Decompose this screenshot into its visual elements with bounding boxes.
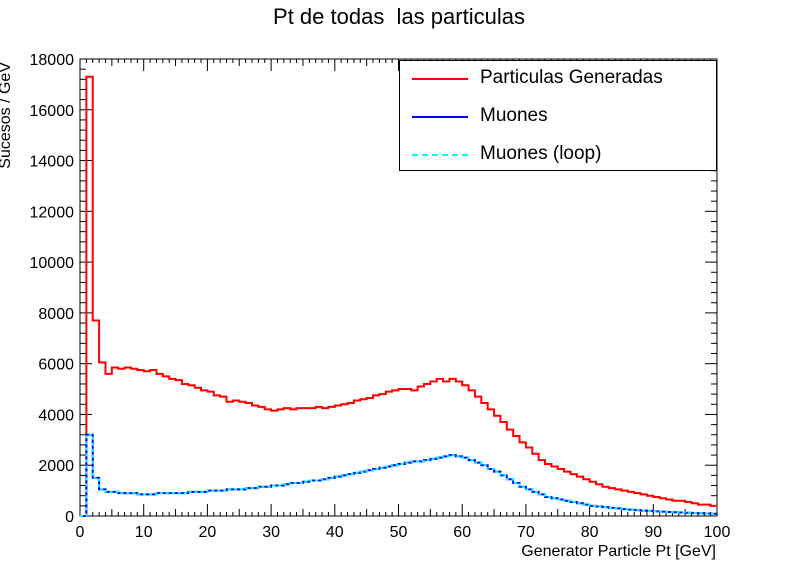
x-tick-label: 40: [326, 524, 344, 541]
x-tick-label: 20: [199, 524, 217, 541]
legend-label: Particulas Generadas: [480, 67, 663, 88]
x-tick-label: 90: [644, 524, 662, 541]
series-lines: [80, 75, 717, 517]
y-tick-label: 12000: [30, 204, 75, 221]
tick-marks: 0 10 20 30 40 50 60 70 80 90 100 0 2000 4000 6000 8000 1…: [30, 52, 731, 541]
y-tick-label: 0: [65, 509, 74, 526]
legend-swatch-generadas: [412, 78, 468, 80]
legend-item: Muones (loop): [400, 139, 716, 169]
legend-label: Muones (loop): [480, 143, 602, 164]
x-axis-label: Generator Particle Pt [GeV]: [521, 543, 716, 560]
y-tick-label: 18000: [30, 52, 75, 69]
legend-item: Muones: [400, 101, 716, 131]
x-tick-label: 60: [453, 524, 471, 541]
series-line-1: [80, 433, 717, 517]
y-tick-label: 4000: [38, 407, 74, 424]
x-tick-label: 10: [135, 524, 153, 541]
chart-title: Pt de todas las particulas: [273, 4, 525, 29]
series-line-2: [80, 433, 717, 517]
y-tick-label: 2000: [38, 458, 74, 475]
legend-swatch-muones-loop: [412, 154, 468, 156]
x-tick-label: 50: [390, 524, 408, 541]
y-tick-label: 8000: [38, 306, 74, 323]
y-tick-label: 6000: [38, 357, 74, 374]
y-axis-label: Sucesos / GeV: [0, 62, 14, 169]
y-tick-label: 14000: [30, 154, 75, 171]
x-tick-label: 100: [704, 524, 731, 541]
legend-item: Particulas Generadas: [400, 63, 716, 93]
y-tick-label: 10000: [30, 255, 75, 272]
legend: Particulas Generadas Muones Muones (loop…: [399, 60, 717, 171]
x-tick-label: 0: [76, 524, 85, 541]
legend-swatch-muones: [412, 116, 468, 118]
x-tick-label: 70: [517, 524, 535, 541]
legend-label: Muones: [480, 105, 548, 126]
x-tick-label: 80: [581, 524, 599, 541]
series-line-0: [80, 75, 717, 517]
x-tick-label: 30: [262, 524, 280, 541]
y-tick-label: 16000: [30, 103, 75, 120]
